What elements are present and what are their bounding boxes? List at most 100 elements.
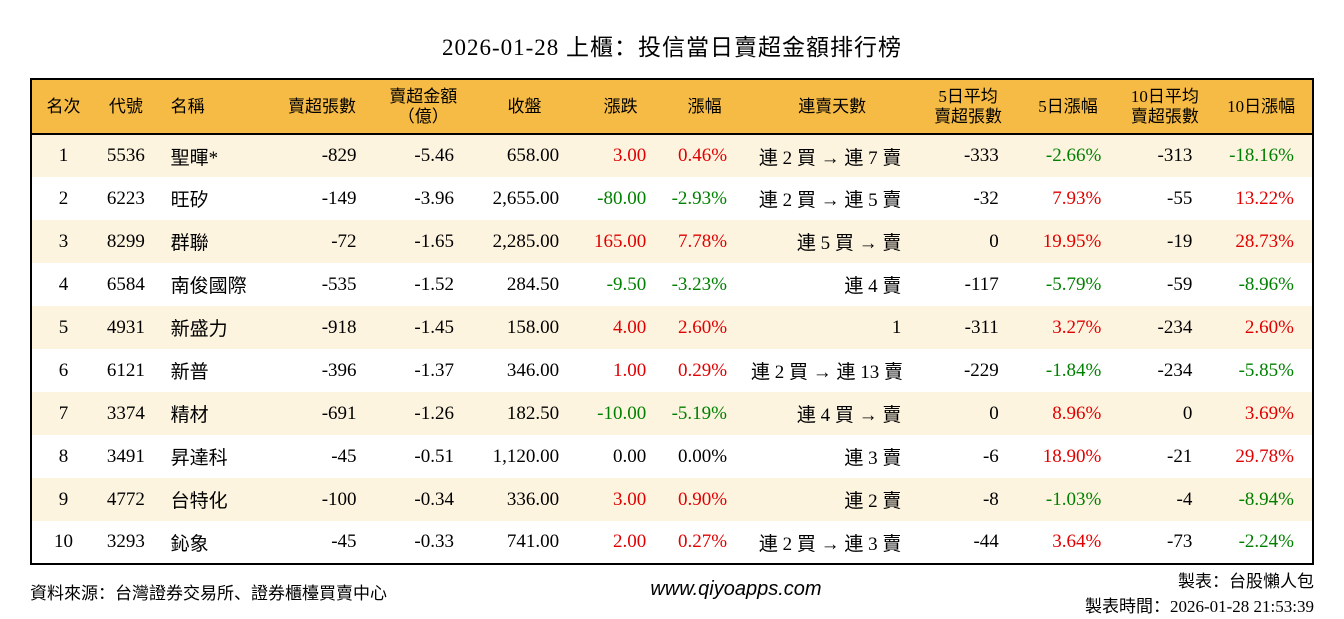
cell-change: 1.00 [613,359,647,381]
cell-rank: 8 [58,445,69,467]
cell-rank: 1 [58,145,69,166]
cell-avg10-volume: -313 [1157,145,1193,166]
cell-pct-10d: -18.16% [1229,145,1294,166]
cell-close: 284.50 [506,273,560,295]
report-credits: 製表：台股懶人包 製表時間：2026-01-28 21:53:39 [1085,570,1314,619]
cell-close: 158.00 [506,316,560,338]
cell-change: 165.00 [594,230,647,252]
cell-pct-10d: 29.78% [1235,445,1294,467]
cell-sell-volume: -691 [321,402,357,424]
column-header-sell-streak: 連賣天數 [745,79,920,135]
cell-sell-amount: -0.33 [414,531,454,552]
cell-sell-volume: -149 [321,187,357,209]
cell-pct-10d: 13.22% [1235,187,1294,209]
cell-sell-volume: -45 [331,531,357,552]
column-header-sell-amount: 賣超金額 （億） [374,79,472,135]
cell-close: 182.50 [506,402,560,424]
cell-pct-5d: -1.84% [1045,359,1102,381]
cell-code: 8299 [106,230,145,252]
cell-change-pct: 0.90% [677,488,728,510]
report-timestamp: 製表時間：2026-01-28 21:53:39 [1084,596,1314,616]
cell-sell-amount: -1.45 [414,316,454,338]
cell-change: -80.00 [597,187,647,209]
cell-pct-5d: -5.79% [1045,273,1102,295]
column-header-sell-volume: 賣超張數 [269,79,375,135]
cell-code: 3491 [106,445,145,467]
cell-rank: 5 [58,316,69,338]
cell-avg5-volume: -333 [963,145,999,166]
table-row: 2 6223 旺矽 -149 -3.96 2,655.00 -80.00 -2.93% 連 2 … [31,177,1313,220]
cell-sell-volume: -45 [331,445,357,467]
cell-code: 4772 [106,488,145,510]
ranking-table: 名次 代號 名稱 賣超張數 賣超金額 （億） 收盤 漲跌 漲幅 連賣天數 5日平均 賣超張數 5日漲… [30,78,1314,565]
column-header-avg5-volume: 5日平均 賣超張數 [919,79,1017,135]
cell-sell-streak: 連 2 買 → 連 3 賣 [758,533,902,555]
cell-change-pct: 2.60% [677,316,728,338]
cell-pct-5d: -2.66% [1045,145,1102,166]
cell-pct-5d: 3.64% [1052,531,1102,552]
column-header-pct-5d: 5日漲幅 [1016,79,1120,135]
cell-sell-streak: 連 3 賣 [844,448,902,469]
cell-avg5-volume: -229 [963,359,999,381]
cell-change-pct: 0.29% [677,359,728,381]
table-row: 3 8299 群聯 -72 -1.65 2,285.00 165.00 7.78% 連 5 買 … [31,220,1313,263]
cell-avg10-volume: 0 [1182,402,1193,424]
cell-avg5-volume: -44 [973,531,999,552]
table-row: 6 6121 新普 -396 -1.37 346.00 1.00 0.29% 連 2 買 → 連… [31,349,1313,392]
cell-change-pct: 0.00% [677,445,728,467]
cell-close: 658.00 [506,145,560,166]
cell-name: 昇達科 [170,448,228,469]
cell-avg5-volume: 0 [989,402,999,424]
cell-pct-10d: -5.85% [1238,359,1294,381]
cell-sell-streak: 連 4 買 → 賣 [796,405,902,426]
cell-avg10-volume: -19 [1167,230,1193,252]
cell-rank: 3 [58,230,69,252]
cell-avg10-volume: -21 [1167,445,1193,467]
cell-change: -10.00 [597,402,647,424]
cell-name: 新盛力 [170,319,228,340]
table-row: 7 3374 精材 -691 -1.26 182.50 -10.00 -5.19% 連 4 買 … [31,392,1313,435]
cell-sell-volume: -396 [321,359,357,381]
cell-sell-streak: 連 2 買 → 連 13 賣 [751,362,904,383]
cell-close: 2,655.00 [492,187,560,209]
cell-name: 新普 [170,362,209,383]
cell-change-pct: -5.19% [671,402,728,424]
cell-code: 4931 [106,316,145,338]
header-row: 名次 代號 名稱 賣超張數 賣超金額 （億） 收盤 漲跌 漲幅 連賣天數 5日平均 賣超張數 5日漲… [31,79,1313,135]
cell-sell-amount: -3.96 [414,187,454,209]
cell-sell-streak: 1 [891,316,902,338]
cell-sell-amount: -1.52 [414,273,454,295]
cell-sell-streak: 連 4 賣 [844,276,902,297]
cell-close: 336.00 [506,488,560,510]
cell-pct-10d: -8.94% [1238,488,1294,510]
cell-change-pct: 0.46% [677,145,728,166]
cell-pct-10d: 3.69% [1244,402,1294,424]
cell-avg10-volume: -234 [1157,359,1193,381]
column-header-rank: 名次 [31,79,96,135]
cell-code: 3293 [106,531,145,552]
cell-sell-amount: -5.46 [414,145,454,166]
cell-pct-10d: -2.24% [1238,531,1294,552]
cell-change: 3.00 [613,488,647,510]
cell-rank: 4 [58,273,69,295]
cell-avg5-volume: -311 [964,316,999,338]
cell-avg5-volume: 0 [989,230,999,252]
cell-pct-5d: 8.96% [1052,402,1102,424]
data-source: 資料來源：台灣證券交易所、證券櫃檯買賣中心 [30,584,387,603]
website-url: www.qiyoapps.com [650,578,822,600]
column-header-name: 名稱 [156,79,270,135]
cell-sell-amount: -0.34 [414,488,454,510]
cell-rank: 2 [58,187,69,209]
table-row: 9 4772 台特化 -100 -0.34 336.00 3.00 0.90% 連 2 賣 -8 -… [31,478,1313,521]
cell-code: 6584 [106,273,145,295]
cell-name: 聖暉* [170,147,219,169]
table-row: 1 5536 聖暉* -829 -5.46 658.00 3.00 0.46% 連 2 買 → … [31,134,1313,177]
cell-pct-5d: 7.93% [1052,187,1102,209]
cell-rank: 10 [54,531,74,552]
cell-change-pct: -3.23% [671,273,728,295]
cell-sell-volume: -72 [331,230,357,252]
cell-avg10-volume: -73 [1167,531,1193,552]
cell-change: 4.00 [613,316,647,338]
table-row: 8 3491 昇達科 -45 -0.51 1,120.00 0.00 0.00% 連 3 賣 -6… [31,435,1313,478]
